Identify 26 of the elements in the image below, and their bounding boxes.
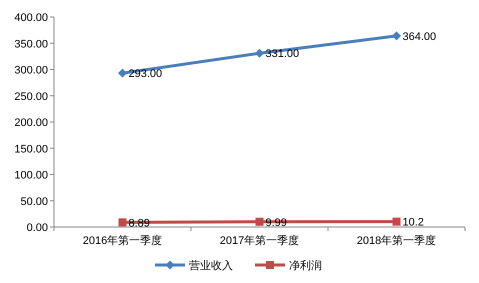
x-tick-label: 2017年第一季度 [220, 234, 300, 247]
y-tick-label: 100.00 [14, 170, 48, 182]
point [392, 31, 401, 40]
y-tick-label: 0.00 [26, 222, 48, 234]
point [118, 218, 126, 226]
point [392, 218, 400, 226]
legend-label: 净利润 [289, 259, 322, 272]
data-label: 293.00 [128, 68, 162, 80]
x-tick-label: 2018年第一季度 [356, 234, 436, 247]
y-tick-label: 200.00 [14, 117, 48, 129]
legend-label: 营业收入 [189, 259, 233, 272]
data-label: 10.2 [402, 216, 424, 229]
data-label: 331.00 [266, 48, 300, 60]
y-tick-label: 150.00 [14, 143, 48, 156]
y-tick-label: 300.00 [14, 64, 48, 76]
x-tick-label: 2016年第一季度 [82, 234, 162, 247]
y-tick-label: 250.00 [14, 90, 48, 103]
y-tick-label: 50.00 [20, 196, 48, 208]
point [256, 218, 264, 226]
data-label: 8.89 [128, 217, 150, 230]
data-label: 9.99 [266, 216, 287, 229]
point [118, 68, 127, 78]
point [255, 48, 264, 58]
y-tick-label: 400.00 [14, 12, 48, 24]
y-tick-label: 350.00 [14, 38, 48, 50]
data-label: 364.00 [402, 30, 436, 43]
